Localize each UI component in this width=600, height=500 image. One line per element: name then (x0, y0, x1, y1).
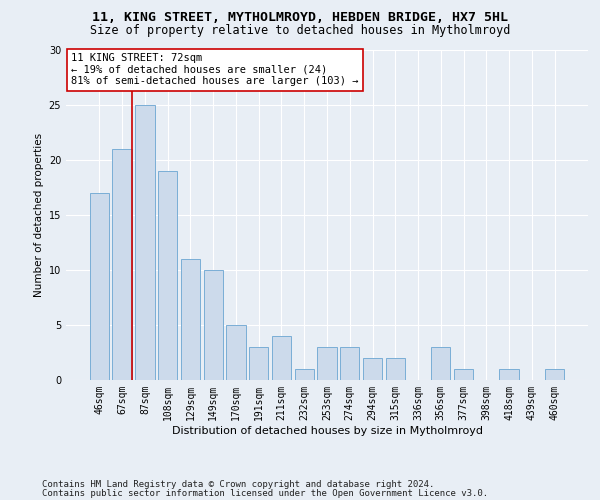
X-axis label: Distribution of detached houses by size in Mytholmroyd: Distribution of detached houses by size … (172, 426, 482, 436)
Text: Contains HM Land Registry data © Crown copyright and database right 2024.: Contains HM Land Registry data © Crown c… (42, 480, 434, 489)
Bar (454, 369, 473, 380)
Bar (317, 347, 337, 380)
Bar (499, 369, 519, 380)
Bar (340, 347, 359, 380)
Bar (90, 193, 109, 380)
Bar (158, 171, 178, 380)
Bar (295, 369, 314, 380)
Bar (249, 347, 268, 380)
Bar (545, 369, 564, 380)
Text: 11 KING STREET: 72sqm
← 19% of detached houses are smaller (24)
81% of semi-deta: 11 KING STREET: 72sqm ← 19% of detached … (71, 54, 359, 86)
Text: Contains public sector information licensed under the Open Government Licence v3: Contains public sector information licen… (42, 488, 488, 498)
Bar (135, 105, 155, 380)
Bar (226, 325, 245, 380)
Text: Size of property relative to detached houses in Mytholmroyd: Size of property relative to detached ho… (90, 24, 510, 37)
Bar (272, 336, 291, 380)
Bar (112, 149, 132, 380)
Bar (203, 270, 223, 380)
Bar (181, 259, 200, 380)
Bar (386, 358, 405, 380)
Bar (363, 358, 382, 380)
Text: 11, KING STREET, MYTHOLMROYD, HEBDEN BRIDGE, HX7 5HL: 11, KING STREET, MYTHOLMROYD, HEBDEN BRI… (92, 11, 508, 24)
Bar (431, 347, 451, 380)
Y-axis label: Number of detached properties: Number of detached properties (34, 133, 44, 297)
